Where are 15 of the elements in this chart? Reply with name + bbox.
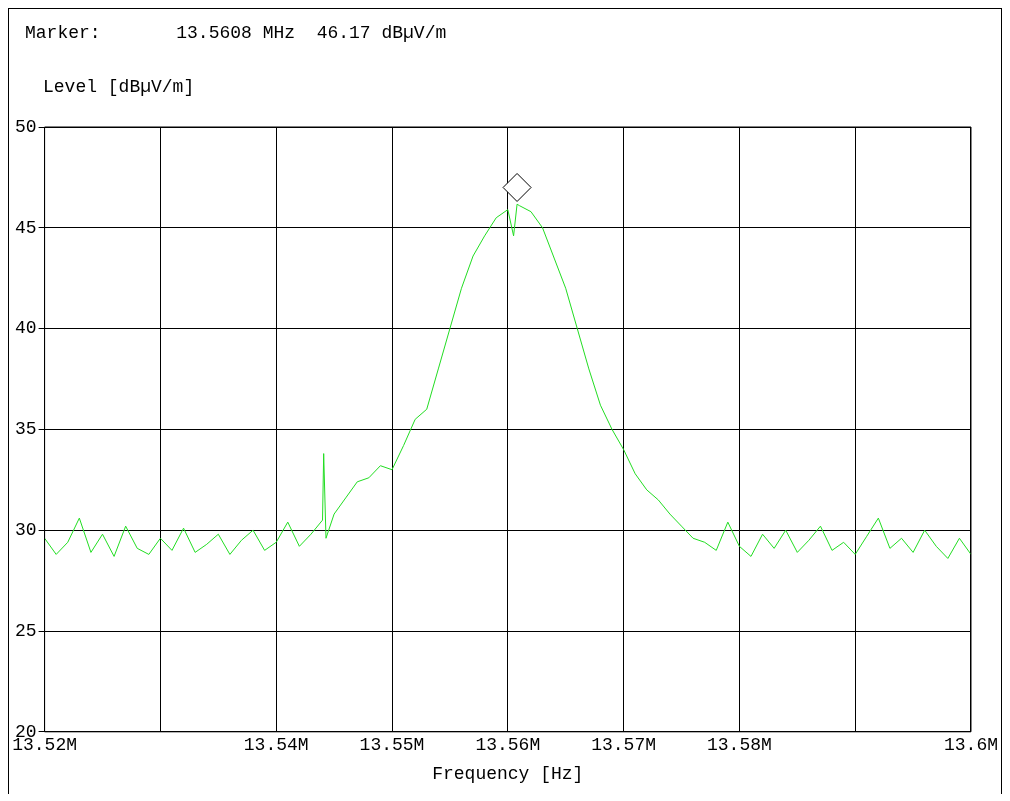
y-tick-label: 25	[14, 620, 37, 641]
x-tick-label: 13.58M	[706, 735, 772, 756]
y-tick-label: 30	[14, 519, 37, 540]
y-tick-label: 40	[14, 318, 37, 339]
x-tick-label: 13.55M	[359, 735, 425, 756]
y-tick-label: 45	[14, 217, 37, 238]
y-axis-title: Level [dBµV/m]	[43, 76, 195, 97]
text: Marker: 13.5608 MHz 46.17 dBµV/m	[25, 22, 447, 43]
x-tick-label: 13.56M	[475, 735, 541, 756]
x-axis-title: Frequency [Hz]	[432, 763, 584, 784]
y-tick-label: 35	[14, 419, 37, 440]
y-tick-label: 50	[14, 116, 37, 137]
x-tick-label: 13.54M	[243, 735, 309, 756]
x-tick-label: 13.6M	[943, 735, 998, 756]
x-tick-label: 13.57M	[591, 735, 656, 756]
